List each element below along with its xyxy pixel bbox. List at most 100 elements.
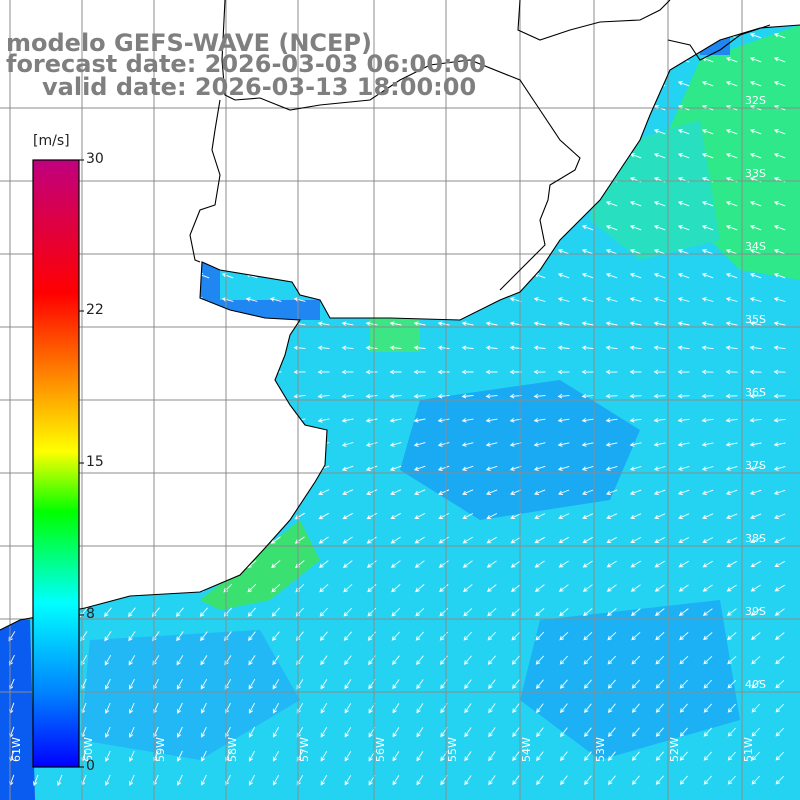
wind-arrow	[105, 726, 111, 738]
wind-arrow	[512, 727, 520, 738]
wind-arrow	[414, 536, 425, 544]
wind-arrow	[341, 369, 354, 375]
wind-arrow	[607, 631, 617, 641]
lon-label: 51W	[742, 737, 755, 762]
wind-arrow	[221, 273, 234, 279]
wind-arrow	[677, 442, 690, 447]
wind-arrow	[679, 655, 689, 665]
wind-arrow	[317, 321, 330, 326]
wind-arrow	[248, 655, 256, 666]
wind-arrow	[488, 775, 496, 786]
wind-arrow	[581, 418, 594, 423]
wind-arrow	[365, 418, 378, 423]
model-title: modelo GEFS-WAVE (NCEP)	[6, 29, 372, 57]
wind-arrow	[605, 393, 618, 399]
wind-arrow	[701, 297, 714, 302]
wind-arrow	[176, 726, 183, 738]
wind-arrow	[677, 321, 690, 326]
wind-arrow	[341, 321, 354, 326]
wind-arrow	[320, 679, 328, 690]
wind-arrow	[749, 393, 762, 399]
coastline	[0, 0, 800, 631]
wind-arrow	[725, 297, 738, 302]
wind-arrow	[750, 513, 762, 519]
wind-arrow	[750, 608, 761, 616]
wind-arrow	[535, 655, 545, 665]
wind-arrow	[605, 345, 618, 351]
wind-arrow	[366, 536, 377, 544]
low-speed-patch	[520, 600, 740, 760]
lagoon-outline	[517, 0, 671, 41]
wind-arrow	[391, 631, 401, 641]
wind-arrow	[510, 584, 521, 592]
wind-arrow	[485, 321, 498, 326]
wind-arrow	[653, 225, 666, 231]
wind-arrow	[318, 489, 330, 496]
wind-arrow	[461, 418, 474, 423]
wind-arrow	[701, 345, 714, 351]
wind-arrow	[437, 321, 450, 326]
wind-arrow	[701, 129, 714, 135]
wind-arrow	[557, 321, 570, 326]
wind-arrow	[679, 632, 689, 641]
wind-arrow	[582, 560, 593, 568]
wind-arrow	[775, 656, 785, 665]
lat-label: 38S	[745, 532, 766, 545]
wind-arrow	[725, 417, 738, 423]
wind-arrow	[365, 442, 378, 447]
lon-label: 52W	[668, 737, 681, 762]
wind-arrow	[678, 584, 689, 592]
wind-arrow	[701, 225, 714, 231]
wind-arrow	[606, 584, 617, 592]
wind-arrow	[416, 679, 424, 690]
wind-arrow	[557, 345, 570, 351]
wind-arrow	[439, 607, 449, 617]
wind-arrow	[464, 703, 472, 714]
wind-arrow	[557, 297, 570, 302]
wind-arrow	[533, 369, 546, 375]
wind-arrow	[272, 631, 280, 642]
wind-arrow	[438, 560, 449, 568]
wind-arrow	[678, 560, 689, 568]
wind-arrow	[702, 560, 713, 568]
wind-arrow	[248, 726, 255, 738]
wind-arrow	[775, 751, 785, 761]
wind-arrow	[560, 703, 568, 714]
wind-arrow	[581, 297, 594, 302]
wind-arrow	[629, 442, 642, 447]
wind-arrow	[582, 489, 594, 495]
wind-arrow	[679, 775, 688, 785]
wind-arrow	[367, 607, 377, 617]
wind-arrow	[437, 369, 450, 375]
wind-arrow	[583, 655, 593, 665]
wind-arrow	[248, 774, 255, 786]
wind-arrow	[701, 393, 714, 399]
wind-arrow	[343, 583, 353, 593]
wind-arrow	[343, 631, 352, 641]
low-speed-patch	[80, 630, 300, 760]
wind-arrow	[773, 321, 786, 326]
wind-arrow	[104, 654, 112, 666]
wind-arrow	[488, 679, 496, 690]
wind-arrow	[341, 465, 354, 471]
wind-arrow	[293, 345, 306, 351]
wind-arrow	[701, 466, 714, 471]
wind-arrow	[510, 560, 521, 568]
wind-arrow	[653, 393, 666, 399]
lon-label: 53W	[594, 737, 607, 762]
wind-arrow	[461, 465, 474, 471]
wind-arrow	[677, 369, 690, 375]
wind-arrow	[631, 631, 641, 641]
wind-arrow	[773, 81, 786, 87]
wind-arrow	[485, 465, 498, 471]
wind-arrow	[629, 418, 642, 423]
lat-label: 36S	[745, 386, 766, 399]
wind-arrow	[749, 201, 762, 207]
wind-arrow	[320, 750, 328, 762]
colorbar-tick-label: 0	[86, 758, 95, 774]
wind-arrow	[605, 273, 618, 279]
wind-arrow	[749, 33, 762, 39]
wind-arrow	[629, 393, 642, 399]
lat-labels: 32S 33S 34S 35S 36S 37S 38S 39S 40S	[745, 94, 766, 691]
